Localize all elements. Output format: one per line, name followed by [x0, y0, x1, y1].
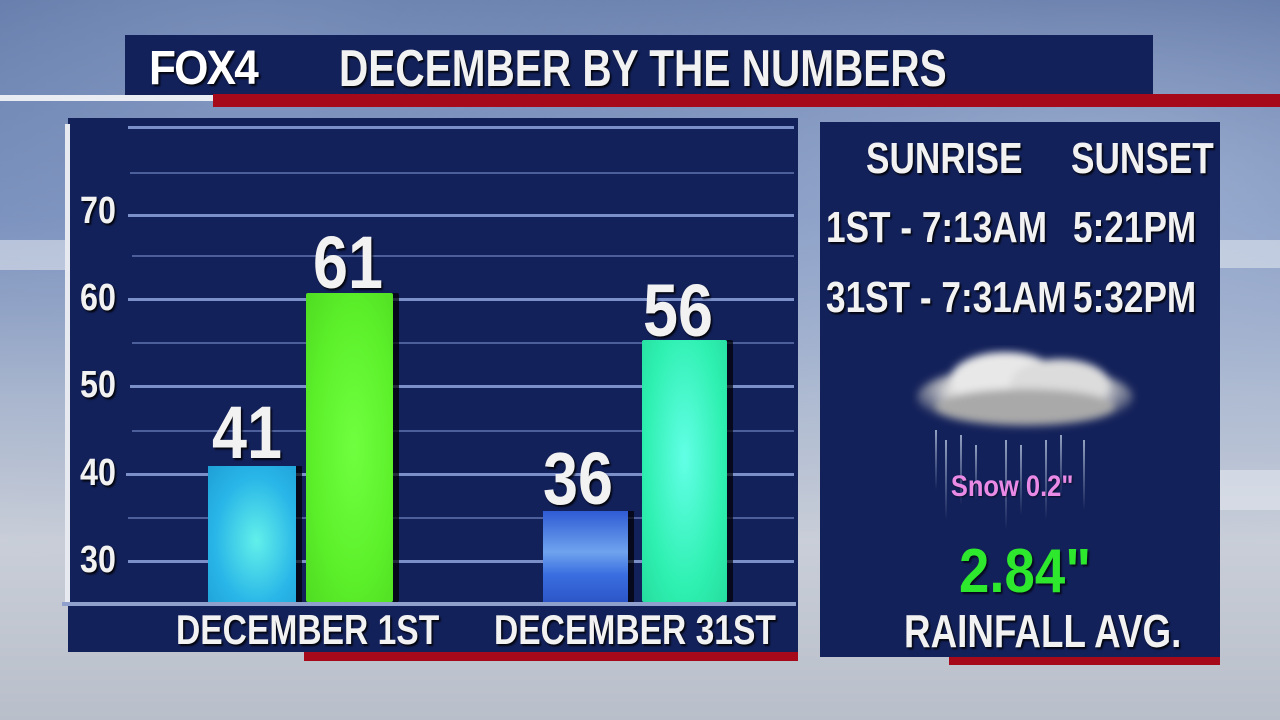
gridline	[132, 342, 794, 344]
bar-label-dec1-low: 41	[212, 391, 282, 474]
snow-streak	[1020, 445, 1022, 515]
sunrise-header: SUNRISE	[866, 134, 1023, 183]
header-white-rule	[0, 95, 213, 101]
x-category-dec1: DECEMBER 1ST	[176, 606, 440, 653]
sunset-header: SUNSET	[1071, 134, 1214, 183]
chart-axis-line	[65, 124, 70, 606]
bar-dec31-low	[543, 511, 628, 602]
y-tick-70: 70	[80, 190, 116, 232]
gridline	[128, 517, 794, 519]
bar-dec31-high	[642, 340, 727, 602]
snow-streak	[945, 440, 947, 520]
header-bar: FOX4 DECEMBER BY THE NUMBERS	[125, 35, 1153, 98]
cloud-snow-icon	[917, 352, 1133, 429]
bar-label-dec31-low: 36	[543, 437, 613, 520]
fox4-logo: FOX4	[149, 42, 259, 95]
sunset-dec31: 5:32PM	[1073, 273, 1197, 322]
rainfall-label: RAINFALL AVG.	[904, 605, 1182, 657]
sunrise-dec1: 1ST - 7:13AM	[826, 203, 1048, 252]
chart-baseline	[62, 602, 796, 606]
snow-streak	[1083, 440, 1085, 510]
gridline	[128, 126, 794, 129]
gridline	[130, 172, 794, 174]
gridline-40	[126, 473, 794, 476]
gridline-50	[130, 385, 794, 388]
gridline	[132, 430, 794, 432]
gridline	[132, 255, 794, 257]
snow-streak	[935, 430, 937, 490]
bar-dec1-high	[306, 293, 393, 602]
page-title: DECEMBER BY THE NUMBERS	[339, 40, 947, 98]
snow-streak	[1005, 440, 1007, 530]
bar-label-dec1-high: 61	[313, 221, 383, 304]
chart-red-rule	[304, 652, 798, 661]
background-streak	[1220, 470, 1280, 510]
snow-streak	[960, 435, 962, 505]
panel-red-rule	[949, 657, 1220, 665]
background-streak	[1220, 240, 1280, 268]
background-streak	[0, 240, 70, 270]
snow-streak	[1060, 435, 1062, 495]
gridline-70	[128, 214, 794, 217]
snow-streak	[975, 445, 977, 500]
header-red-rule	[213, 94, 1280, 107]
bar-label-dec31-high: 56	[643, 269, 713, 352]
snow-amount: Snow 0.2"	[950, 470, 1074, 503]
y-tick-60: 60	[80, 277, 116, 319]
y-tick-50: 50	[80, 364, 116, 406]
sunset-dec1: 5:21PM	[1073, 203, 1197, 252]
y-tick-40: 40	[80, 452, 116, 494]
rainfall-value: 2.84"	[959, 537, 1092, 606]
sunrise-dec31: 31ST - 7:31AM	[826, 273, 1067, 322]
x-category-dec31: DECEMBER 31ST	[494, 606, 776, 653]
bar-dec1-low	[208, 466, 296, 602]
y-tick-30: 30	[80, 539, 116, 581]
gridline-60	[128, 298, 794, 301]
snow-streak	[1045, 440, 1047, 520]
gridline-30	[128, 560, 794, 563]
